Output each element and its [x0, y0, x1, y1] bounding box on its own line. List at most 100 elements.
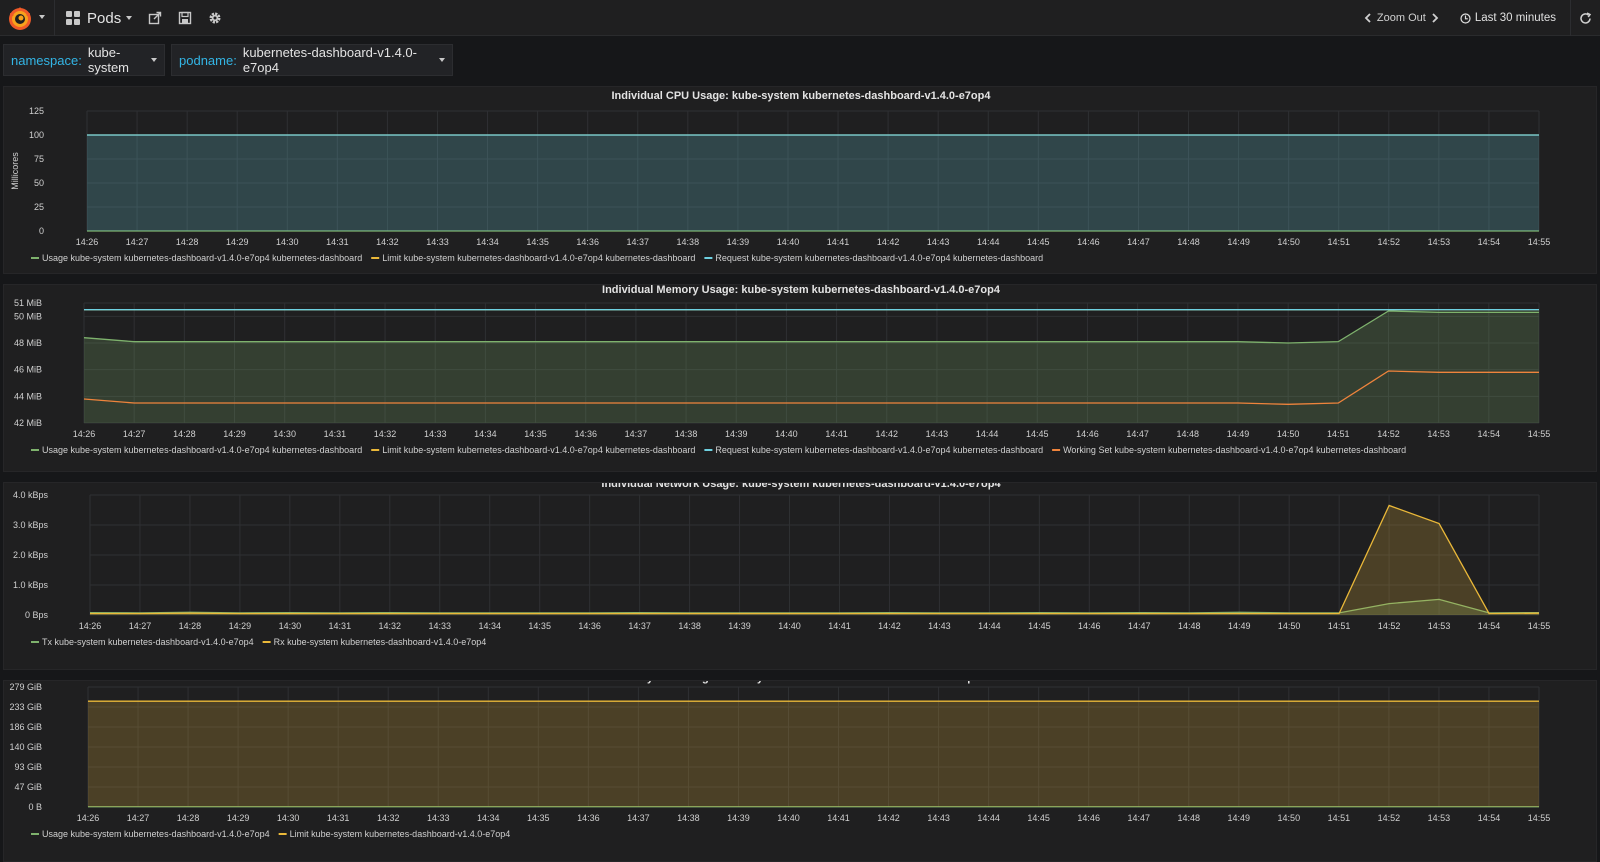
- x-tick-label: 14:31: [326, 237, 349, 247]
- x-tick-label: 14:41: [827, 813, 850, 823]
- time-shift-forward-button[interactable]: [1426, 8, 1444, 28]
- share-button[interactable]: [143, 6, 167, 30]
- y-tick-label: 75: [34, 154, 44, 164]
- x-tick-label: 14:51: [1328, 813, 1351, 823]
- chevron-down-icon: [439, 58, 445, 62]
- x-tick-label: 14:48: [1177, 813, 1200, 823]
- grafana-logo-menu[interactable]: [4, 2, 50, 34]
- x-tick-label: 14:30: [273, 429, 296, 439]
- legend-item[interactable]: Request kube-system kubernetes-dashboard…: [715, 253, 1043, 263]
- series-area: [90, 505, 1539, 615]
- variable-label: namespace:: [11, 52, 82, 68]
- gear-icon: [209, 12, 221, 24]
- y-tick-label: 93 GiB: [14, 762, 42, 772]
- legend-item[interactable]: Request kube-system kubernetes-dashboard…: [715, 445, 1043, 455]
- x-tick-label: 14:29: [226, 237, 249, 247]
- time-shift-back-button[interactable]: [1359, 8, 1377, 28]
- legend-item[interactable]: Rx kube-system kubernetes-dashboard-v1.4…: [274, 637, 487, 647]
- legend-item[interactable]: Working Set kube-system kubernetes-dashb…: [1063, 445, 1406, 455]
- x-tick-label: 14:34: [476, 237, 499, 247]
- x-tick-label: 14:40: [778, 621, 801, 631]
- memory-usage-chart: Individual Memory Usage: kube-system kub…: [14, 285, 1551, 455]
- y-tick-label: 48 MiB: [14, 338, 42, 348]
- x-tick-label: 14:29: [223, 429, 246, 439]
- legend-item[interactable]: Limit kube-system kubernetes-dashboard-v…: [382, 253, 695, 263]
- legend-item[interactable]: Limit kube-system kubernetes-dashboard-v…: [382, 445, 695, 455]
- dashboard-picker[interactable]: Pods: [58, 0, 140, 36]
- variable-value: kubernetes-dashboard-v1.4.0-e7op4: [242, 45, 417, 75]
- x-tick-label: 14:44: [976, 429, 999, 439]
- x-tick-label: 14:38: [677, 813, 700, 823]
- y-tick-label: 44 MiB: [14, 391, 42, 401]
- x-tick-label: 14:54: [1478, 429, 1501, 439]
- x-tick-label: 14:46: [1078, 621, 1101, 631]
- nav-divider: [54, 0, 55, 36]
- x-tick-label: 14:35: [524, 429, 547, 439]
- x-tick-label: 14:51: [1327, 429, 1350, 439]
- x-tick-label: 14:52: [1378, 237, 1401, 247]
- legend-item[interactable]: Usage kube-system kubernetes-dashboard-v…: [42, 445, 362, 455]
- legend-item[interactable]: Limit kube-system kubernetes-dashboard-v…: [290, 829, 511, 839]
- x-tick-label: 14:35: [526, 237, 549, 247]
- x-tick-label: 14:55: [1528, 813, 1551, 823]
- x-tick-label: 14:45: [1027, 237, 1050, 247]
- x-tick-label: 14:47: [1128, 621, 1151, 631]
- chevron-right-icon: [1432, 13, 1439, 23]
- legend-item[interactable]: Usage kube-system kubernetes-dashboard-v…: [42, 253, 362, 263]
- chevron-left-icon: [1364, 13, 1371, 23]
- chevron-down-icon: [39, 15, 45, 19]
- x-tick-label: 14:46: [1077, 237, 1100, 247]
- save-button[interactable]: [173, 6, 197, 30]
- y-tick-label: 0 Bps: [25, 610, 49, 620]
- variable-value: kube-system: [87, 45, 129, 75]
- panel-title: Filesystem Usage: kube-system kubernetes…: [622, 681, 981, 684]
- time-range-picker[interactable]: Last 30 minutes: [1460, 12, 1556, 24]
- x-tick-label: 14:50: [1277, 429, 1300, 439]
- x-tick-label: 14:47: [1127, 813, 1150, 823]
- series-area: [84, 311, 1539, 423]
- refresh-icon: [1580, 11, 1592, 24]
- x-tick-label: 14:37: [628, 621, 651, 631]
- x-tick-label: 14:34: [477, 813, 500, 823]
- x-tick-label: 14:55: [1528, 429, 1551, 439]
- legend-item[interactable]: Usage kube-system kubernetes-dashboard-v…: [42, 829, 270, 839]
- x-tick-label: 14:28: [179, 621, 202, 631]
- namespace-variable[interactable]: namespace: kube-system: [3, 44, 165, 76]
- x-tick-label: 14:26: [77, 813, 100, 823]
- x-tick-label: 14:41: [827, 237, 850, 247]
- x-tick-label: 14:31: [324, 429, 347, 439]
- x-tick-label: 14:38: [677, 237, 700, 247]
- settings-button[interactable]: [203, 6, 227, 30]
- x-tick-label: 14:42: [878, 621, 901, 631]
- refresh-button[interactable]: [1570, 0, 1600, 36]
- podname-variable[interactable]: podname: kubernetes-dashboard-v1.4.0-e7o…: [171, 44, 453, 76]
- x-tick-label: 14:51: [1328, 621, 1351, 631]
- legend-item[interactable]: Tx kube-system kubernetes-dashboard-v1.4…: [42, 637, 254, 647]
- x-tick-label: 14:42: [877, 237, 900, 247]
- x-tick-label: 14:33: [424, 429, 447, 439]
- x-tick-label: 14:38: [678, 621, 701, 631]
- x-tick-label: 14:44: [977, 813, 1000, 823]
- x-tick-label: 14:30: [276, 237, 299, 247]
- x-tick-label: 14:32: [374, 429, 397, 439]
- y-tick-label: 46 MiB: [14, 365, 42, 375]
- top-navbar: Pods Zoom Out: [0, 0, 1600, 36]
- x-tick-label: 14:53: [1428, 813, 1451, 823]
- x-tick-label: 14:43: [928, 621, 951, 631]
- x-tick-label: 14:45: [1028, 621, 1051, 631]
- zoom-out-button[interactable]: Zoom Out: [1376, 12, 1426, 24]
- x-tick-label: 14:41: [825, 429, 848, 439]
- time-range-label: Last 30 minutes: [1474, 12, 1556, 24]
- x-tick-label: 14:45: [1027, 813, 1050, 823]
- x-tick-label: 14:46: [1076, 429, 1099, 439]
- y-tick-label: 51 MiB: [14, 298, 42, 308]
- x-tick-label: 14:27: [129, 621, 152, 631]
- x-tick-label: 14:36: [574, 429, 597, 439]
- x-tick-label: 14:26: [79, 621, 102, 631]
- y-tick-label: 50: [34, 178, 44, 188]
- x-tick-label: 14:40: [777, 237, 800, 247]
- series-area: [87, 135, 1539, 231]
- x-tick-label: 14:29: [229, 621, 252, 631]
- x-tick-label: 14:48: [1177, 429, 1200, 439]
- filesystem-usage-panel: Filesystem Usage: kube-system kubernetes…: [3, 680, 1597, 862]
